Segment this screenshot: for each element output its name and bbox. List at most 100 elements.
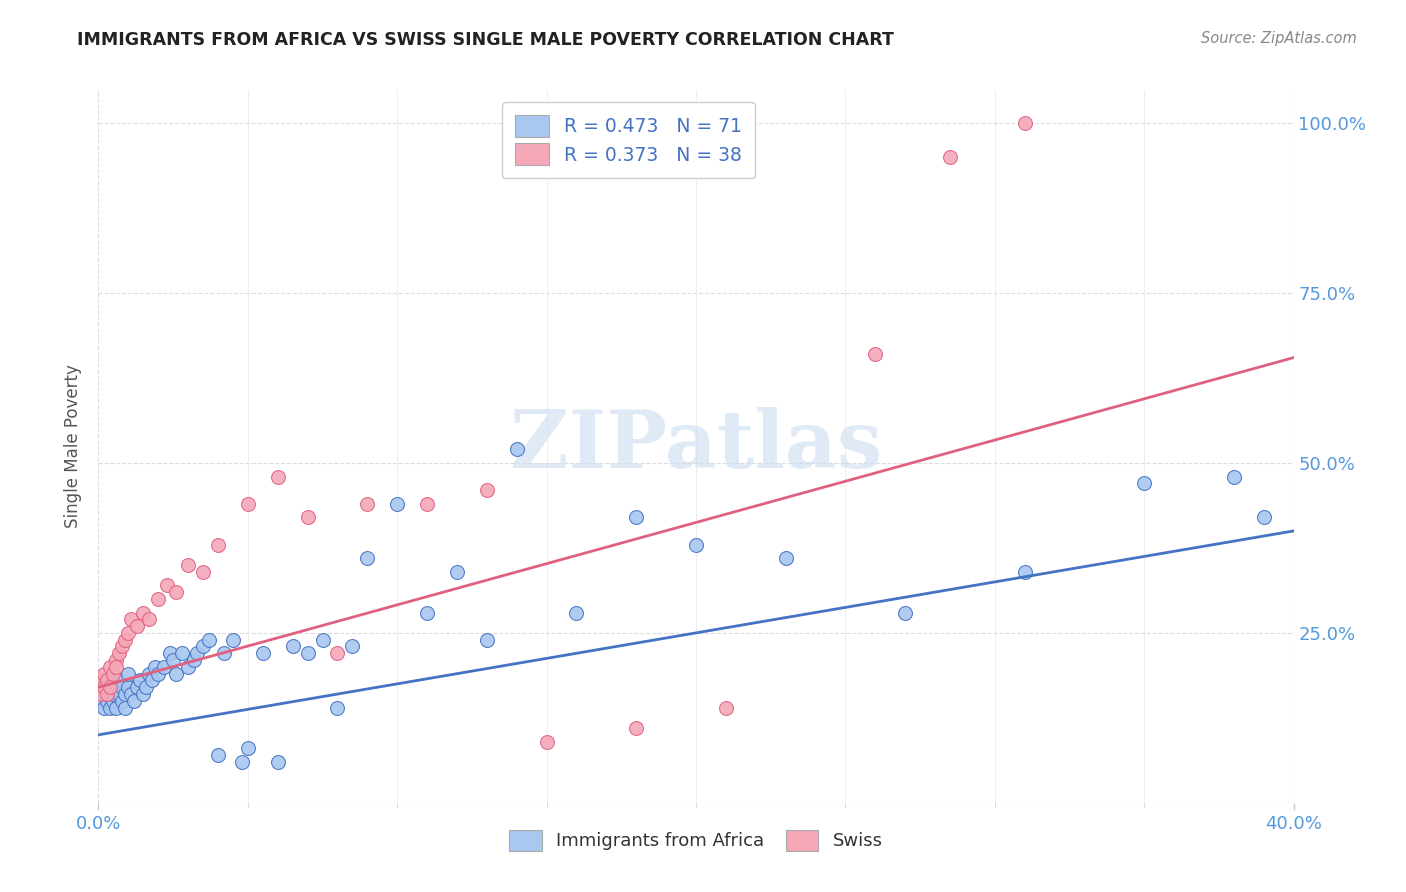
- Point: [159, 646, 181, 660]
- Point: [172, 646, 194, 660]
- Point: [536, 734, 558, 748]
- Point: [222, 632, 245, 647]
- Point: [939, 150, 962, 164]
- Point: [103, 666, 125, 681]
- Point: [356, 551, 378, 566]
- Point: [108, 673, 131, 688]
- Point: [297, 646, 319, 660]
- Point: [138, 666, 160, 681]
- Point: [143, 660, 166, 674]
- Point: [356, 497, 378, 511]
- Point: [105, 700, 128, 714]
- Point: [1223, 469, 1246, 483]
- Point: [198, 632, 221, 647]
- Point: [96, 694, 118, 708]
- Point: [98, 673, 122, 688]
- Point: [183, 653, 205, 667]
- Point: [103, 687, 125, 701]
- Point: [626, 721, 648, 735]
- Point: [93, 687, 115, 701]
- Point: [326, 700, 349, 714]
- Point: [148, 666, 170, 681]
- Point: [311, 632, 333, 647]
- Point: [90, 694, 112, 708]
- Point: [105, 660, 128, 674]
- Point: [93, 680, 115, 694]
- Point: [297, 510, 319, 524]
- Point: [191, 565, 214, 579]
- Text: ZIPatlas: ZIPatlas: [510, 407, 882, 485]
- Point: [111, 640, 134, 654]
- Point: [114, 700, 136, 714]
- Point: [132, 687, 155, 701]
- Point: [162, 653, 184, 667]
- Point: [281, 640, 304, 654]
- Point: [103, 680, 125, 694]
- Point: [153, 660, 176, 674]
- Point: [108, 646, 131, 660]
- Point: [342, 640, 364, 654]
- Point: [416, 497, 439, 511]
- Point: [212, 646, 235, 660]
- Point: [1253, 510, 1275, 524]
- Point: [141, 673, 163, 688]
- Point: [132, 606, 155, 620]
- Point: [105, 653, 128, 667]
- Point: [93, 666, 115, 681]
- Point: [506, 442, 529, 457]
- Point: [135, 680, 157, 694]
- Point: [236, 497, 259, 511]
- Point: [326, 646, 349, 660]
- Point: [117, 666, 139, 681]
- Point: [191, 640, 214, 654]
- Point: [117, 626, 139, 640]
- Point: [98, 700, 122, 714]
- Point: [1133, 476, 1156, 491]
- Point: [252, 646, 274, 660]
- Point: [111, 680, 134, 694]
- Point: [165, 585, 187, 599]
- Point: [267, 755, 290, 769]
- Point: [111, 694, 134, 708]
- Point: [129, 673, 152, 688]
- Point: [236, 741, 259, 756]
- Point: [165, 666, 187, 681]
- Point: [98, 687, 122, 701]
- Point: [117, 680, 139, 694]
- Point: [446, 565, 468, 579]
- Point: [231, 755, 253, 769]
- Point: [156, 578, 179, 592]
- Text: IMMIGRANTS FROM AFRICA VS SWISS SINGLE MALE POVERTY CORRELATION CHART: IMMIGRANTS FROM AFRICA VS SWISS SINGLE M…: [77, 31, 894, 49]
- Point: [98, 680, 122, 694]
- Point: [96, 687, 118, 701]
- Point: [207, 537, 229, 551]
- Point: [90, 673, 112, 688]
- Point: [127, 619, 149, 633]
- Point: [108, 687, 131, 701]
- Point: [124, 694, 146, 708]
- Point: [1014, 565, 1036, 579]
- Point: [105, 680, 128, 694]
- Point: [138, 612, 160, 626]
- Y-axis label: Single Male Poverty: Single Male Poverty: [65, 364, 83, 528]
- Point: [93, 673, 115, 688]
- Point: [714, 700, 737, 714]
- Point: [114, 632, 136, 647]
- Point: [120, 612, 142, 626]
- Point: [90, 687, 112, 701]
- Legend: Immigrants from Africa, Swiss: Immigrants from Africa, Swiss: [502, 822, 890, 858]
- Point: [626, 510, 648, 524]
- Point: [894, 606, 917, 620]
- Point: [865, 347, 887, 361]
- Point: [177, 660, 200, 674]
- Point: [177, 558, 200, 572]
- Point: [98, 660, 122, 674]
- Point: [385, 497, 409, 511]
- Point: [207, 748, 229, 763]
- Point: [96, 687, 118, 701]
- Point: [93, 700, 115, 714]
- Point: [114, 687, 136, 701]
- Text: Source: ZipAtlas.com: Source: ZipAtlas.com: [1201, 31, 1357, 46]
- Point: [148, 591, 170, 606]
- Point: [186, 646, 208, 660]
